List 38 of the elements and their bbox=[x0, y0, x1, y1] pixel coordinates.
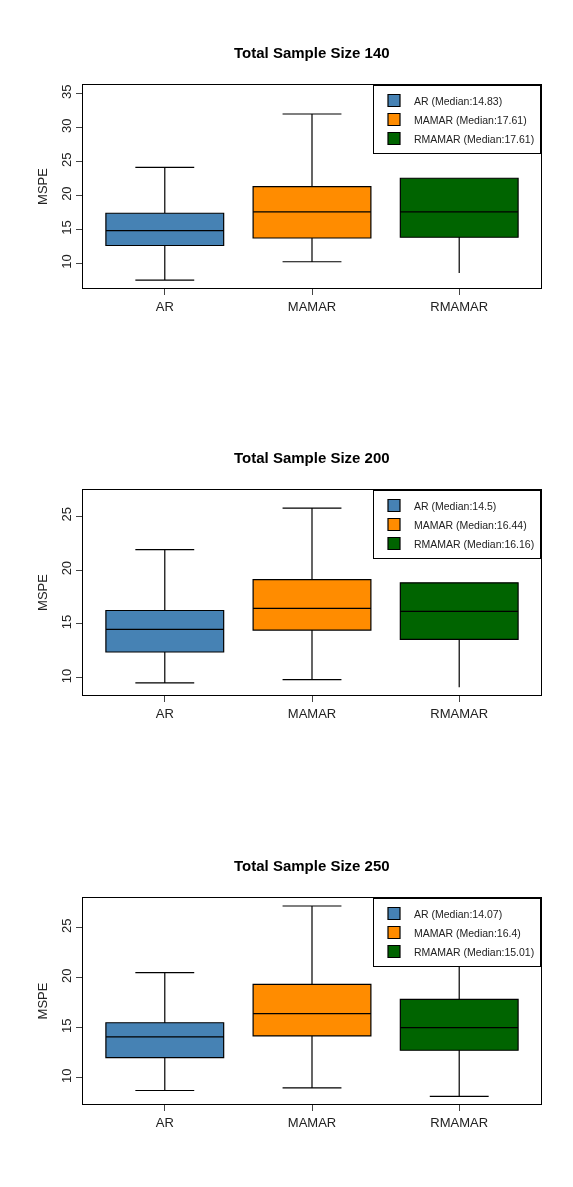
legend-label: AR (Median:14.07) bbox=[414, 907, 503, 920]
y-axis-title: MSPE bbox=[34, 167, 50, 205]
legend-label: AR (Median:14.5) bbox=[414, 499, 497, 512]
x-tick-label: AR bbox=[155, 705, 174, 721]
y-tick-label: 15 bbox=[58, 1018, 74, 1033]
x-tick-label: AR bbox=[155, 1114, 174, 1130]
y-tick-label: 25 bbox=[58, 507, 74, 522]
y-tick-label: 15 bbox=[58, 220, 74, 235]
x-tick-label: RMAMAR bbox=[430, 1114, 489, 1130]
y-tick-label: 15 bbox=[58, 614, 74, 630]
legend-label: MAMAR (Median:16.44) bbox=[414, 518, 527, 531]
y-tick-label: 25 bbox=[58, 152, 74, 167]
y-tick-label: 35 bbox=[58, 84, 74, 99]
y-tick-label: 20 bbox=[58, 186, 74, 201]
y-tick-label: 25 bbox=[58, 918, 74, 933]
y-tick-label: 20 bbox=[58, 968, 74, 983]
chart-title: Total Sample Size 140 bbox=[234, 44, 390, 61]
x-tick-label: AR bbox=[155, 298, 174, 314]
legend-label: MAMAR (Median:16.4) bbox=[414, 926, 521, 939]
x-tick-label: MAMAR bbox=[287, 298, 337, 314]
x-tick-label: MAMAR bbox=[287, 1114, 337, 1130]
y-tick-label: 10 bbox=[58, 1068, 74, 1083]
y-axis-title: MSPE bbox=[34, 573, 50, 611]
y-tick-label: 10 bbox=[58, 668, 74, 684]
y-tick-label: 20 bbox=[58, 560, 74, 576]
y-tick-label: 30 bbox=[58, 118, 74, 133]
x-tick-label: RMAMAR bbox=[430, 298, 489, 314]
y-axis-title: MSPE bbox=[34, 982, 50, 1020]
legend-label: RMAMAR (Median:17.61) bbox=[414, 132, 535, 145]
legend-label: MAMAR (Median:17.61) bbox=[414, 113, 527, 126]
legend-label: RMAMAR (Median:16.16) bbox=[414, 537, 535, 550]
chart-title: Total Sample Size 200 bbox=[234, 449, 390, 466]
x-tick-label: MAMAR bbox=[287, 705, 337, 721]
y-tick-label: 10 bbox=[58, 254, 74, 269]
x-tick-label: RMAMAR bbox=[430, 705, 489, 721]
chart-title: Total Sample Size 250 bbox=[234, 857, 390, 874]
legend-label: RMAMAR (Median:15.01) bbox=[414, 945, 535, 958]
legend-label: AR (Median:14.83) bbox=[414, 94, 503, 107]
